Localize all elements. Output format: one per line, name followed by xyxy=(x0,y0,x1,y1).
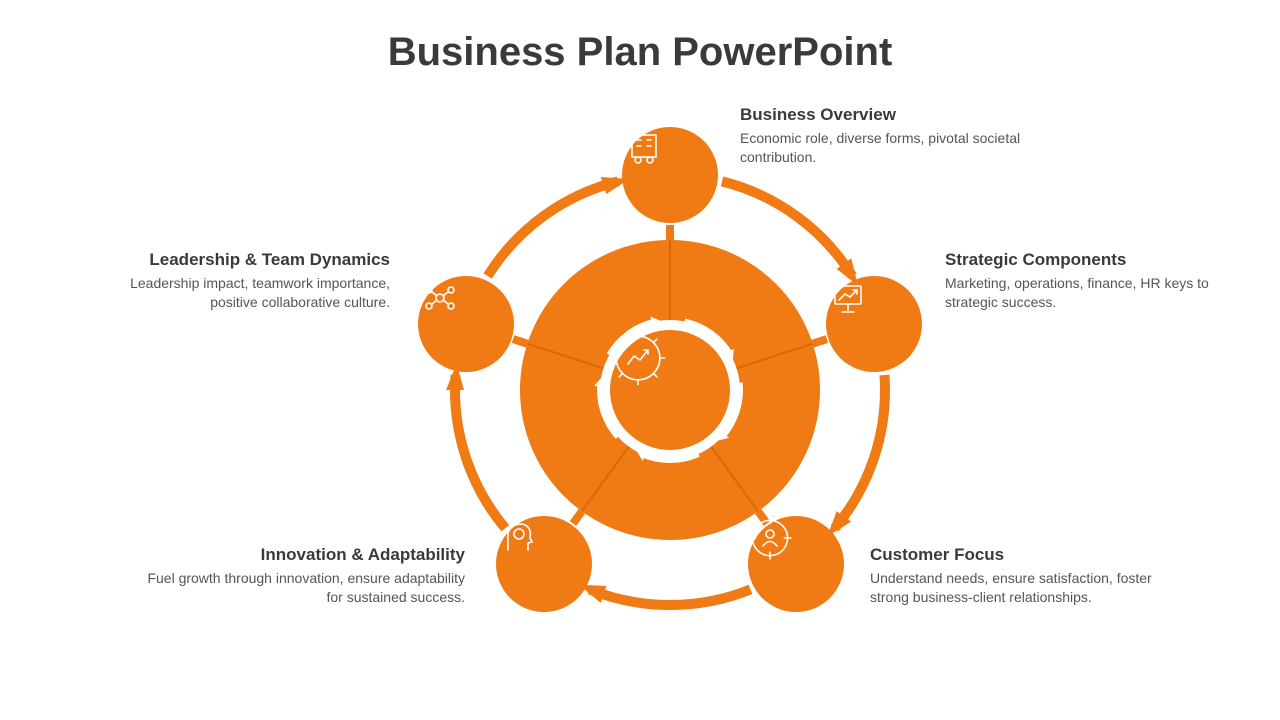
label-strategic: Strategic Components Marketing, operation… xyxy=(945,250,1235,312)
label-body: Understand needs, ensure satisfaction, f… xyxy=(870,569,1190,607)
label-heading: Leadership & Team Dynamics xyxy=(80,250,390,270)
label-heading: Strategic Components xyxy=(945,250,1235,270)
label-heading: Business Overview xyxy=(740,105,1040,125)
node-strategic xyxy=(826,276,922,372)
slide: Business Plan PowerPoint Business Overvi… xyxy=(0,0,1280,720)
cycle-diagram xyxy=(390,110,950,670)
label-body: Fuel growth through innovation, ensure a… xyxy=(135,569,465,607)
team-network-icon xyxy=(418,276,462,320)
label-body: Marketing, operations, finance, HR keys … xyxy=(945,274,1235,312)
slide-title: Business Plan PowerPoint xyxy=(0,30,1280,75)
target-person-icon xyxy=(748,516,792,560)
label-body: Leadership impact, teamwork importance, … xyxy=(80,274,390,312)
label-leadership: Leadership & Team Dynamics Leadership imp… xyxy=(80,250,390,312)
label-body: Economic role, diverse forms, pivotal so… xyxy=(740,129,1040,167)
node-customer xyxy=(748,516,844,612)
label-overview: Business Overview Economic role, diverse … xyxy=(740,105,1040,167)
board-chart-icon xyxy=(826,276,870,320)
building-people-icon xyxy=(622,127,666,171)
head-gear-icon xyxy=(496,516,540,560)
label-customer: Customer Focus Understand needs, ensure s… xyxy=(870,545,1190,607)
node-overview xyxy=(622,127,718,223)
label-innovation: Innovation & Adaptability Fuel growth thr… xyxy=(135,545,465,607)
node-innovation xyxy=(496,516,592,612)
node-leadership xyxy=(418,276,514,372)
label-heading: Innovation & Adaptability xyxy=(135,545,465,565)
label-heading: Customer Focus xyxy=(870,545,1190,565)
